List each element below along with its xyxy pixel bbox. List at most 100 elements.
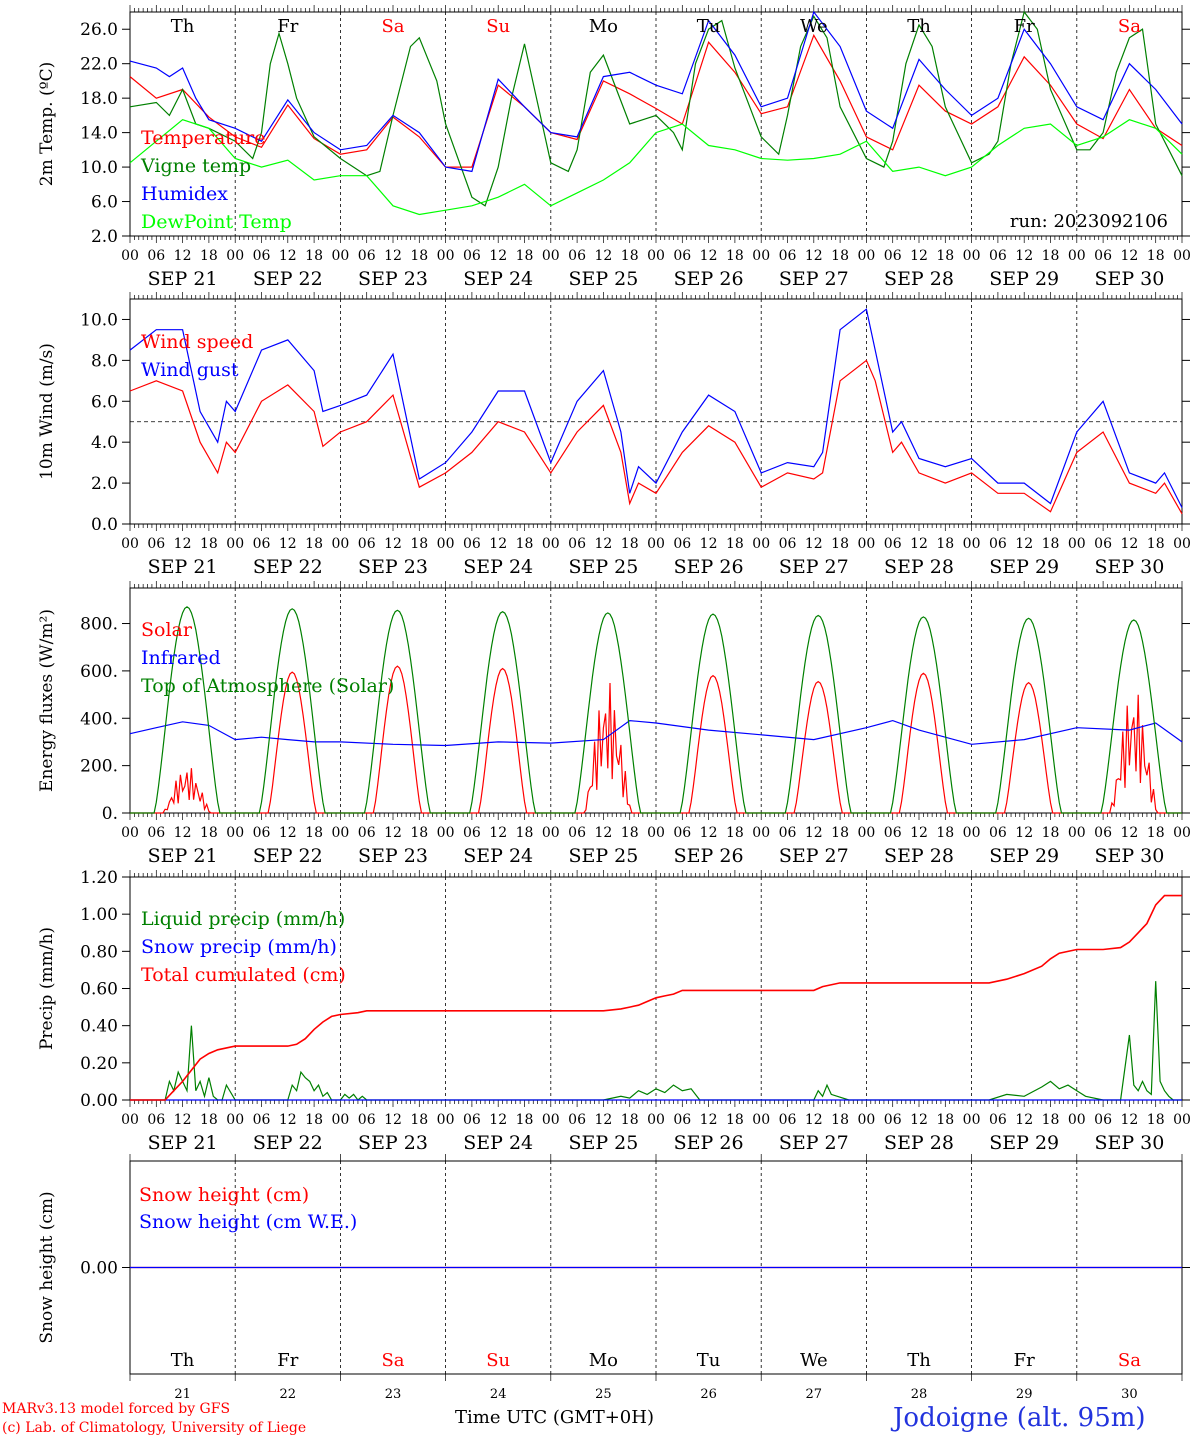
hour-label: 12: [384, 1112, 402, 1128]
hour-label: 06: [884, 825, 902, 841]
hour-label: 18: [726, 536, 744, 552]
hour-label: 12: [279, 825, 297, 841]
hour-label: 00: [1068, 536, 1086, 552]
hour-label: 00: [752, 1112, 770, 1128]
hour-label: 00: [437, 825, 455, 841]
hour-label: 00: [1068, 248, 1086, 264]
hour-label: 12: [1015, 825, 1033, 841]
y-tick-label: 2.0: [91, 227, 118, 247]
legend-entry: Wind speed: [141, 331, 253, 353]
hour-label: 00: [437, 248, 455, 264]
date-label: SEP 26: [674, 556, 744, 578]
series-line-vigne-temp: [129, 10, 1183, 207]
hour-label: 06: [989, 248, 1007, 264]
weekday-label-bottom: Su: [486, 1350, 510, 1371]
hour-label: 06: [779, 825, 797, 841]
hour-label: 06: [253, 825, 271, 841]
hour-label: 00: [752, 825, 770, 841]
hour-label: 18: [1147, 536, 1165, 552]
day-number: 29: [1016, 1387, 1033, 1402]
panel-1-frame: [129, 11, 1183, 237]
legend-entry: Snow height (cm): [139, 1184, 309, 1206]
date-label: SEP 23: [358, 1132, 428, 1154]
hour-label: 06: [568, 248, 586, 264]
hour-label: 00: [647, 825, 665, 841]
hour-label: 00: [542, 1112, 560, 1128]
weekday-label-bottom: Mo: [589, 1350, 618, 1371]
date-label: SEP 30: [1094, 268, 1164, 290]
y-axis-title: 2m Temp. (ºC): [37, 62, 57, 187]
hour-label: 12: [279, 536, 297, 552]
series-line-humidex: [129, 10, 1183, 173]
weekday-label-bottom: Fr: [277, 1350, 298, 1371]
y-tick-label: 4.0: [91, 433, 118, 453]
day-number: 23: [385, 1387, 402, 1402]
hour-label: 12: [700, 825, 718, 841]
day-number: 30: [1121, 1387, 1138, 1402]
hour-label: 12: [805, 1112, 823, 1128]
hour-label: 00: [121, 825, 139, 841]
hour-label: 06: [253, 248, 271, 264]
legend-entry: Solar: [141, 619, 193, 641]
y-tick-label: 22.0: [80, 55, 118, 75]
date-label: SEP 28: [884, 268, 954, 290]
hour-label: 12: [174, 248, 192, 264]
hour-label: 00: [121, 536, 139, 552]
hour-label: 12: [1120, 825, 1138, 841]
hour-label: 18: [726, 248, 744, 264]
date-label: SEP 22: [253, 556, 323, 578]
day-number: 21: [174, 1387, 191, 1402]
weekday-label-bottom: Th: [171, 1350, 195, 1371]
hour-label: 12: [384, 536, 402, 552]
hour-label: 00: [647, 536, 665, 552]
day-number: 24: [490, 1387, 507, 1402]
legend-entry: Top of Atmosphere (Solar): [141, 675, 394, 697]
y-tick-label: 10.0: [80, 158, 118, 178]
hour-label: 18: [726, 825, 744, 841]
hour-label: 18: [1042, 1112, 1060, 1128]
y-tick-label: 0.80: [80, 942, 118, 962]
hour-label: 12: [1120, 1112, 1138, 1128]
hour-label: 18: [516, 536, 534, 552]
hour-label: 00: [1068, 825, 1086, 841]
series-line-top-of-atmosphere-solar-: [130, 606, 1182, 814]
y-tick-label: 0.0: [91, 515, 118, 535]
date-label: SEP 21: [148, 268, 218, 290]
hour-label: 06: [253, 1112, 271, 1128]
day-number: 28: [911, 1387, 928, 1402]
date-label: SEP 21: [148, 1132, 218, 1154]
hour-label: 12: [489, 825, 507, 841]
hour-label: 00: [1173, 248, 1191, 264]
hour-label: 00: [542, 248, 560, 264]
date-label: SEP 24: [463, 268, 533, 290]
date-label: SEP 27: [779, 556, 849, 578]
hour-label: 06: [673, 825, 691, 841]
y-tick-label: 18.0: [80, 89, 118, 109]
day-number: 25: [595, 1387, 612, 1402]
weekday-label-top: Tu: [697, 16, 721, 37]
hour-label: 06: [568, 1112, 586, 1128]
hour-label: 06: [673, 1112, 691, 1128]
weekday-label-bottom: We: [800, 1350, 828, 1371]
model-credit: MARv3.13 model forced by GFS: [2, 1401, 231, 1417]
hour-label: 12: [1015, 1112, 1033, 1128]
legend-entry: Liquid precip (mm/h): [141, 908, 345, 930]
weekday-label-top: Th: [171, 16, 195, 37]
date-label: SEP 29: [989, 268, 1059, 290]
hour-label: 18: [516, 1112, 534, 1128]
hour-label: 12: [1120, 248, 1138, 264]
hour-label: 00: [963, 248, 981, 264]
hour-label: 18: [936, 825, 954, 841]
hour-label: 18: [1042, 536, 1060, 552]
run-annotation: run: 2023092106: [1010, 211, 1168, 232]
hour-label: 06: [1094, 1112, 1112, 1128]
date-label: SEP 22: [253, 845, 323, 867]
y-tick-label: 400.: [80, 709, 118, 729]
hour-label: 00: [857, 1112, 875, 1128]
hour-label: 12: [1120, 536, 1138, 552]
weekday-label-bottom: Fr: [1014, 1350, 1035, 1371]
y-tick-label: 0.20: [80, 1054, 118, 1074]
hour-label: 06: [989, 825, 1007, 841]
series-line-total-cumulated-cm-: [130, 894, 1182, 1101]
